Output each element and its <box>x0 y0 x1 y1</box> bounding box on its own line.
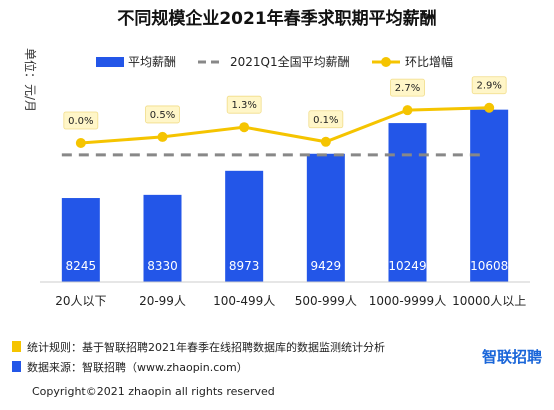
growth-label-box-5 <box>471 76 507 95</box>
growth-label-1: 0.5% <box>150 110 175 121</box>
brand-logo: 智联招聘 <box>482 348 542 366</box>
bar-value-label-2: 8973 <box>229 259 260 273</box>
x-tick-label-4: 1000-9999人 <box>369 294 446 308</box>
growth-label-box-0 <box>63 111 99 130</box>
growth-label-3: 0.1% <box>313 115 338 126</box>
legend-label-avg: 2021Q1全国平均薪酬 <box>230 54 350 69</box>
growth-label-4: 2.7% <box>395 83 420 94</box>
bar-value-label-5: 10608 <box>470 259 508 273</box>
legend: 平均薪酬 2021Q1全国平均薪酬 环比增幅 <box>96 54 453 69</box>
legend-label-bar: 平均薪酬 <box>128 55 176 69</box>
bar-5 <box>470 109 509 282</box>
x-axis-ticks: 20人以下 20-99人 100-499人 500-999人 1000-9999人 100… <box>55 294 526 308</box>
note-rule-marker <box>12 341 21 352</box>
note-rule: 统计规则：基于智联招聘2021年春季在线招聘数据库的数据监测统计分析 <box>27 340 385 354</box>
bar-value-label-4: 10249 <box>388 259 426 273</box>
x-tick-label-3: 500-999人 <box>295 294 357 308</box>
note-source-marker <box>12 361 21 372</box>
growth-point-4 <box>402 105 413 116</box>
growth-label-0: 0.0% <box>68 116 93 127</box>
growth-label-box-4 <box>390 78 425 97</box>
growth-line-series: 0.0% 0.5% 1.3% 0.1% 2.7% 2.9% <box>63 76 507 148</box>
x-tick-label-2: 100-499人 <box>213 294 275 308</box>
bar-0 <box>61 198 100 282</box>
growth-point-1 <box>157 131 168 142</box>
growth-label-5: 2.9% <box>476 81 501 92</box>
legend-swatch-bar <box>96 57 124 67</box>
growth-label-box-1 <box>145 105 180 124</box>
note-source: 数据来源：智联招聘（www.zhaopin.com） <box>27 360 248 374</box>
growth-line <box>80 106 490 145</box>
x-tick-label-0: 20人以下 <box>55 294 106 308</box>
bar-1 <box>143 194 182 282</box>
bar-2 <box>225 170 264 282</box>
growth-point-3 <box>320 136 331 147</box>
growth-point-0 <box>75 138 86 148</box>
y-axis-label: 单位：元/月 <box>23 48 38 112</box>
bar-3 <box>306 153 345 282</box>
growth-label-2: 1.3% <box>231 100 256 111</box>
chart-title: 不同规模企业2021年春季求职期平均薪酬 <box>117 8 436 29</box>
bar-series: 8245 8330 8973 9429 10249 10608 <box>61 109 509 282</box>
bar-value-label-1: 8330 <box>147 259 178 273</box>
growth-point-2 <box>239 122 250 133</box>
x-tick-label-1: 20-99人 <box>139 294 186 308</box>
x-tick-label-5: 10000人以上 <box>452 294 526 308</box>
growth-label-box-3 <box>308 110 344 129</box>
bar-value-label-3: 9429 <box>311 259 342 273</box>
legend-label-line: 环比增幅 <box>405 54 453 69</box>
bar-4 <box>388 123 427 282</box>
growth-label-box-2 <box>226 95 262 114</box>
copyright-text: Copyright©2021 zhaopin all rights reserv… <box>32 385 275 398</box>
growth-point-5 <box>484 102 495 113</box>
legend-marker-line <box>381 57 391 67</box>
bar-value-label-0: 8245 <box>66 259 97 273</box>
